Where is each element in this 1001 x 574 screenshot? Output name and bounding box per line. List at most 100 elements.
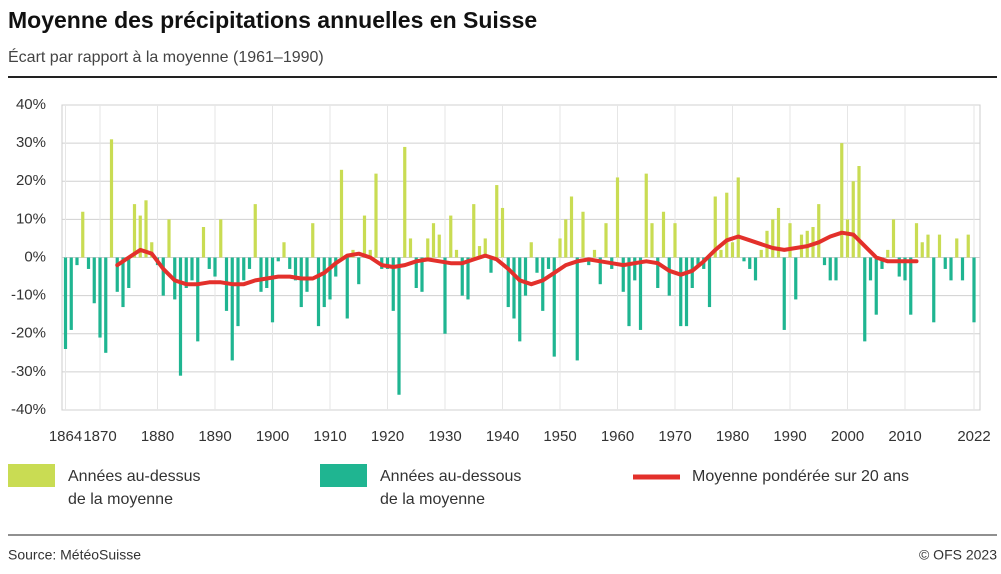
bar: [897, 257, 901, 277]
bar: [75, 257, 79, 266]
bar: [276, 257, 280, 262]
bar: [316, 257, 321, 327]
bar: [679, 257, 683, 327]
bar: [265, 257, 269, 288]
bar: [207, 257, 211, 269]
bar: [782, 257, 786, 330]
legend-swatch-above: [8, 464, 55, 487]
bar: [213, 257, 217, 277]
bar: [880, 257, 884, 269]
bar: [426, 238, 430, 258]
bar: [362, 215, 367, 258]
bar: [552, 257, 556, 357]
bar: [81, 211, 85, 258]
bar: [512, 257, 516, 319]
bar: [385, 257, 390, 269]
bar: [592, 249, 597, 258]
y-tick-label: 0%: [24, 248, 46, 265]
bar: [242, 257, 246, 281]
bar: [293, 257, 298, 281]
bar: [615, 177, 620, 258]
bar: [776, 207, 781, 258]
bar: [673, 223, 677, 258]
x-tick-label: 1864: [49, 428, 82, 445]
bar: [167, 219, 171, 258]
bar: [132, 204, 137, 258]
bar: [742, 257, 746, 262]
bar: [495, 185, 499, 258]
bar: [282, 242, 286, 258]
bar: [92, 257, 96, 304]
x-tick-label: 1920: [371, 428, 404, 445]
bar: [558, 238, 562, 258]
y-tick-label: 40%: [16, 96, 46, 113]
bar: [535, 257, 539, 273]
bar: [247, 257, 252, 269]
legend-swatch-below: [320, 464, 367, 487]
bar: [920, 242, 924, 258]
bar: [857, 166, 861, 258]
bar: [299, 257, 303, 308]
bar: [886, 249, 890, 258]
legend-label: Moyenne pondérée sur 20 ans: [692, 468, 910, 485]
bar: [518, 257, 522, 342]
bar: [817, 204, 821, 258]
bar: [196, 257, 200, 342]
bar: [69, 257, 73, 330]
bar: [230, 257, 234, 361]
x-tick-label: 1990: [773, 428, 806, 445]
bar: [466, 257, 470, 300]
bar: [506, 257, 510, 308]
bar: [127, 257, 131, 288]
x-tick-label: 2000: [831, 428, 864, 445]
bar: [868, 257, 873, 281]
bar: [926, 234, 930, 258]
bar: [840, 143, 844, 258]
chart-title: Moyenne des précipitations annuelles en …: [8, 7, 537, 33]
bar: [322, 257, 326, 308]
bar: [270, 257, 275, 323]
bar: [420, 257, 424, 292]
bar: [834, 257, 838, 281]
x-tick-label: 1950: [543, 428, 576, 445]
legend-label: Années au-dessus de la moyenne: [68, 468, 201, 508]
bar: [98, 257, 102, 338]
bar: [569, 196, 574, 258]
x-tick-label: 1960: [601, 428, 634, 445]
bar: [489, 257, 493, 273]
bar: [914, 223, 919, 258]
bar: [719, 249, 723, 258]
bar: [311, 223, 315, 258]
y-tick-label: 30%: [16, 134, 46, 151]
bar: [414, 257, 418, 288]
bar: [650, 223, 654, 258]
bar: [966, 234, 970, 258]
bar: [288, 257, 292, 269]
bar: [184, 257, 188, 288]
bar: [483, 238, 487, 258]
bar: [598, 257, 602, 285]
bar: [851, 181, 855, 258]
bar: [541, 257, 545, 311]
bar: [684, 257, 689, 327]
bar: [828, 257, 832, 281]
bar: [443, 257, 447, 334]
bar: [403, 146, 407, 258]
bar: [201, 227, 206, 258]
bar: [955, 238, 959, 258]
bar: [656, 257, 660, 288]
bar: [903, 257, 907, 281]
y-tick-label: 10%: [16, 210, 46, 227]
bar: [109, 139, 114, 258]
bar: [863, 257, 867, 342]
bar: [627, 257, 631, 327]
bar: [575, 257, 579, 361]
bar: [460, 257, 464, 296]
bar: [477, 246, 482, 258]
bar: [546, 257, 551, 269]
bar: [328, 257, 332, 300]
bar: [621, 257, 625, 292]
bar: [104, 257, 108, 353]
